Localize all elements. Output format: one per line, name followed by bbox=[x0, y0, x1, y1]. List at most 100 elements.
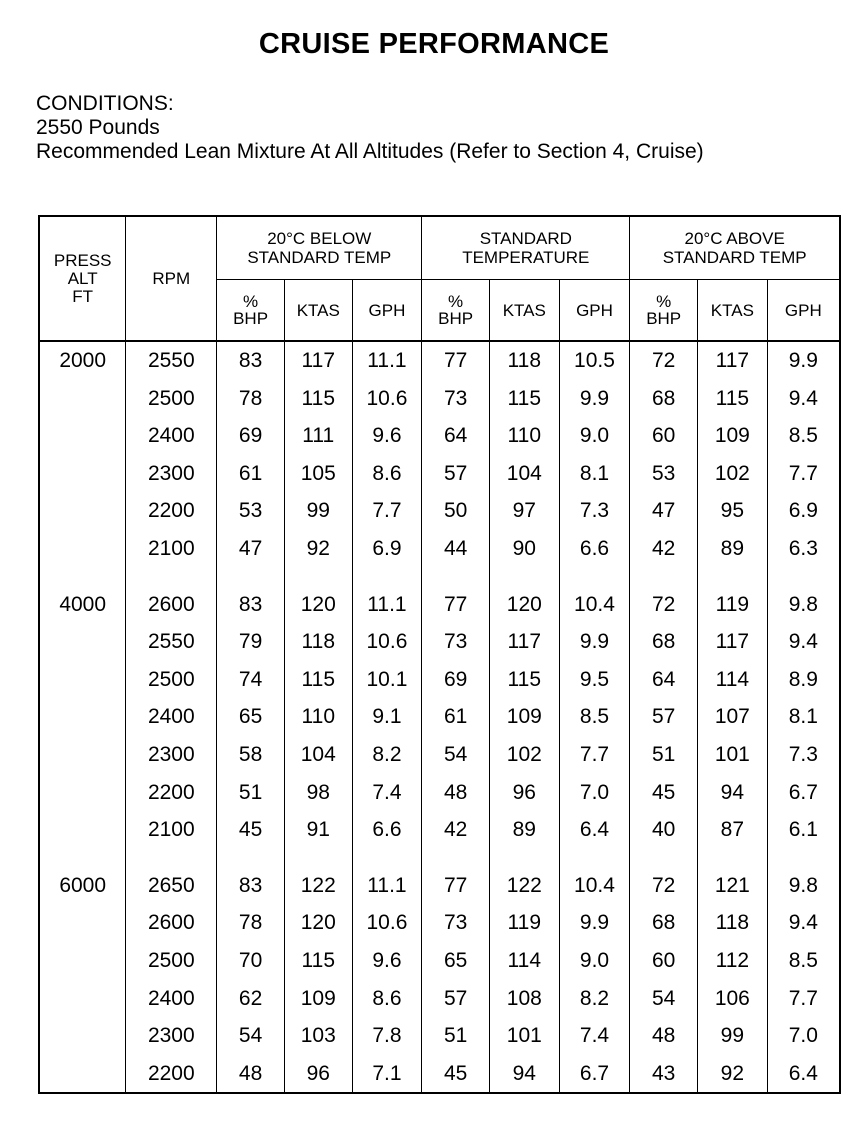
value-cell: 51 bbox=[421, 1017, 490, 1055]
value-cell: 107 bbox=[697, 698, 768, 736]
value-cell: 102 bbox=[488, 735, 560, 774]
subheader-bhp-part: % bbox=[656, 292, 672, 311]
value-cell: 9.9 bbox=[558, 904, 631, 942]
subheader-ktas: KTAS bbox=[488, 279, 560, 342]
value-cell: 72 bbox=[629, 585, 699, 624]
spacer-cell bbox=[351, 567, 423, 586]
value-cell: 83 bbox=[216, 341, 285, 380]
rpm-cell: 2550 bbox=[125, 341, 218, 380]
value-cell: 110 bbox=[283, 698, 353, 736]
rpm-cell: 2300 bbox=[125, 1017, 218, 1055]
value-cell: 40 bbox=[629, 811, 699, 849]
value-cell: 8.1 bbox=[558, 454, 631, 493]
value-cell: 119 bbox=[697, 585, 768, 624]
rpm-cell: 2500 bbox=[125, 379, 218, 418]
value-cell: 7.7 bbox=[766, 454, 841, 493]
spacer-cell bbox=[351, 848, 423, 867]
header-above-line2: STANDARD TEMP bbox=[662, 248, 807, 267]
value-cell: 117 bbox=[697, 623, 768, 661]
altitude-cell bbox=[38, 698, 127, 736]
value-cell: 57 bbox=[629, 698, 699, 736]
subheader-bhp-part: BHP bbox=[233, 309, 269, 328]
rpm-cell: 2400 bbox=[125, 979, 218, 1018]
altitude-cell bbox=[38, 660, 127, 699]
value-cell: 117 bbox=[488, 623, 560, 661]
value-cell: 8.2 bbox=[558, 979, 631, 1018]
value-cell: 48 bbox=[421, 773, 490, 812]
header-rpm: RPM bbox=[125, 215, 218, 342]
altitude-cell bbox=[38, 1017, 127, 1055]
spacer-cell bbox=[697, 848, 768, 867]
value-cell: 117 bbox=[697, 341, 768, 380]
value-cell: 92 bbox=[283, 529, 353, 568]
subheader-bhp: % BHP bbox=[421, 279, 490, 342]
value-cell: 53 bbox=[216, 492, 285, 530]
spacer-cell bbox=[125, 848, 218, 867]
altitude-cell bbox=[38, 735, 127, 774]
value-cell: 77 bbox=[421, 585, 490, 624]
value-cell: 44 bbox=[421, 529, 490, 568]
value-cell: 115 bbox=[488, 660, 560, 699]
value-cell: 120 bbox=[488, 585, 560, 624]
value-cell: 9.0 bbox=[558, 417, 631, 455]
value-cell: 8.1 bbox=[766, 698, 841, 736]
value-cell: 6.7 bbox=[766, 773, 841, 812]
value-cell: 73 bbox=[421, 379, 490, 418]
table-row: 6000 2650 83 122 11.1 77 122 10.4 72 121 9.8 bbox=[38, 866, 841, 905]
spacer-cell bbox=[697, 567, 768, 586]
spacer-cell bbox=[558, 567, 631, 586]
value-cell: 42 bbox=[421, 811, 490, 849]
value-cell: 83 bbox=[216, 585, 285, 624]
altitude-cell bbox=[38, 529, 127, 568]
value-cell: 7.7 bbox=[351, 492, 423, 530]
value-cell: 114 bbox=[697, 660, 768, 699]
value-cell: 118 bbox=[283, 623, 353, 661]
value-cell: 51 bbox=[216, 773, 285, 812]
rpm-cell: 2400 bbox=[125, 417, 218, 455]
value-cell: 45 bbox=[629, 773, 699, 812]
value-cell: 6.6 bbox=[351, 811, 423, 849]
spacer-cell bbox=[488, 567, 560, 586]
value-cell: 8.5 bbox=[766, 941, 841, 980]
value-cell: 64 bbox=[421, 417, 490, 455]
spacer-cell bbox=[216, 567, 285, 586]
value-cell: 122 bbox=[488, 866, 560, 905]
value-cell: 78 bbox=[216, 379, 285, 418]
value-cell: 117 bbox=[283, 341, 353, 380]
header-press-alt: PRESS ALT FT bbox=[38, 215, 127, 342]
value-cell: 78 bbox=[216, 904, 285, 942]
value-cell: 70 bbox=[216, 941, 285, 980]
condition-mixture: Recommended Lean Mixture At All Altitude… bbox=[36, 140, 704, 163]
spacer-cell bbox=[629, 567, 699, 586]
altitude-cell bbox=[38, 454, 127, 493]
value-cell: 7.3 bbox=[558, 492, 631, 530]
value-cell: 79 bbox=[216, 623, 285, 661]
rpm-cell: 2550 bbox=[125, 623, 218, 661]
value-cell: 98 bbox=[283, 773, 353, 812]
table-row: 2300 54 103 7.8 51 101 7.4 48 99 7.0 bbox=[38, 1017, 841, 1055]
value-cell: 6.7 bbox=[558, 1054, 631, 1094]
value-cell: 6.9 bbox=[351, 529, 423, 568]
subheader-bhp: % BHP bbox=[216, 279, 285, 342]
spacer-cell bbox=[421, 567, 490, 586]
value-cell: 65 bbox=[216, 698, 285, 736]
value-cell: 9.6 bbox=[351, 417, 423, 455]
value-cell: 102 bbox=[697, 454, 768, 493]
value-cell: 114 bbox=[488, 941, 560, 980]
header-above-line1: 20°C ABOVE bbox=[684, 229, 785, 248]
block-spacer bbox=[38, 567, 841, 586]
value-cell: 65 bbox=[421, 941, 490, 980]
altitude-cell bbox=[38, 941, 127, 980]
value-cell: 108 bbox=[488, 979, 560, 1018]
value-cell: 109 bbox=[697, 417, 768, 455]
value-cell: 120 bbox=[283, 585, 353, 624]
value-cell: 9.9 bbox=[558, 623, 631, 661]
value-cell: 45 bbox=[216, 811, 285, 849]
header-std-line1: STANDARD bbox=[479, 229, 572, 248]
header-press: PRESS bbox=[53, 250, 112, 270]
value-cell: 43 bbox=[629, 1054, 699, 1094]
conditions-block: CONDITIONS: 2550 Pounds Recommended Lean… bbox=[36, 92, 852, 164]
value-cell: 74 bbox=[216, 660, 285, 699]
value-cell: 57 bbox=[421, 979, 490, 1018]
value-cell: 115 bbox=[488, 379, 560, 418]
